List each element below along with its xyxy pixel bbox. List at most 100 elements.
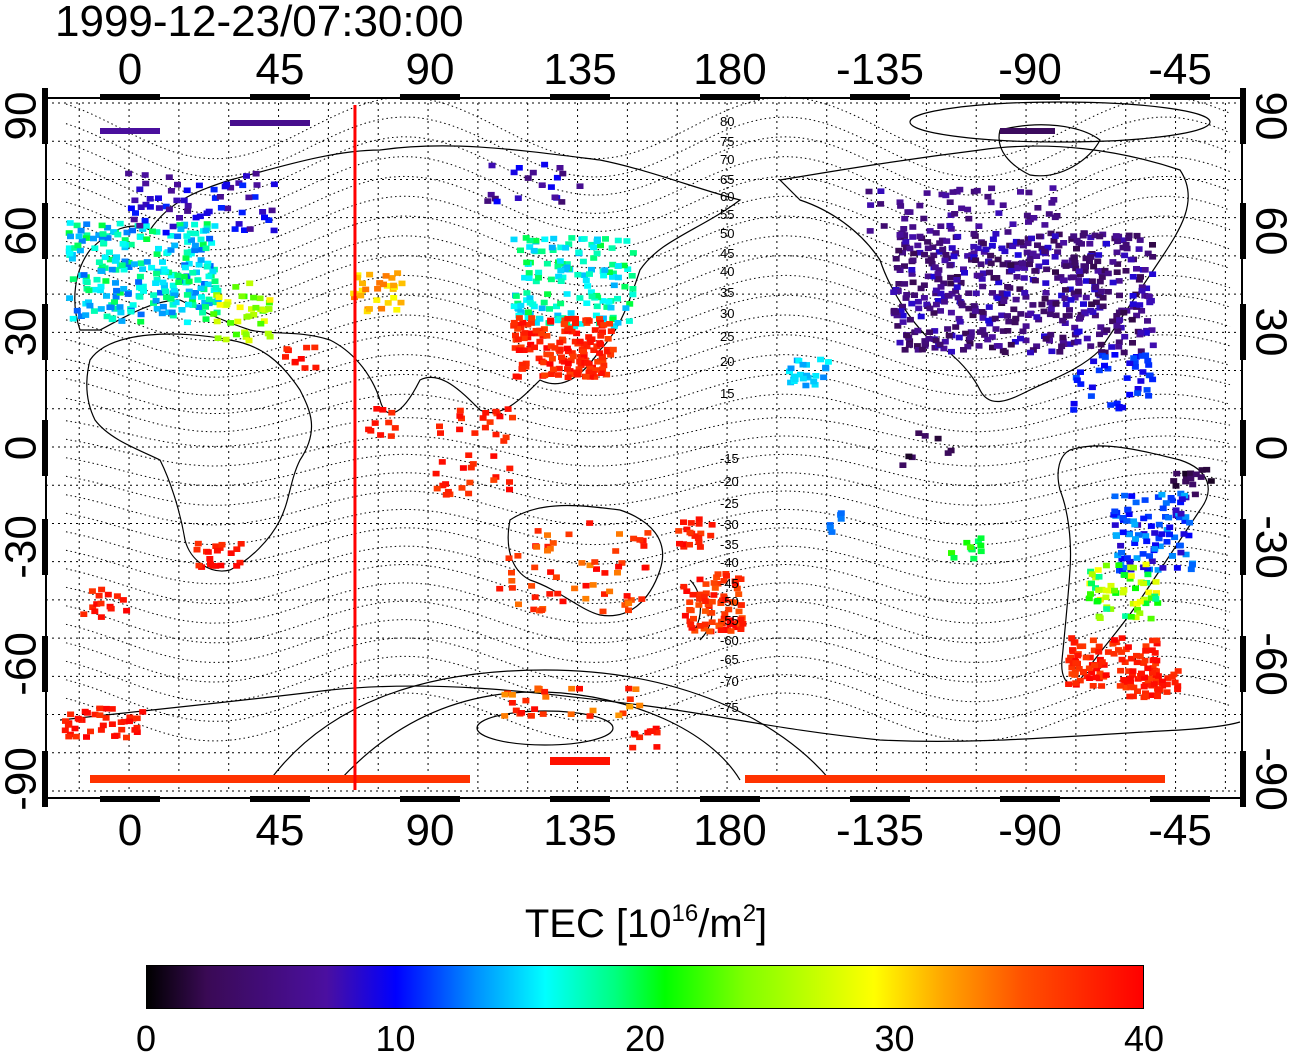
tec-sample: [517, 344, 525, 351]
tec-sample: [137, 260, 145, 266]
tec-sample: [984, 193, 992, 200]
tec-sample: [1087, 254, 1094, 260]
tec-sample: [157, 289, 164, 296]
y-tick-mark: [1240, 751, 1246, 807]
tec-sample: [614, 295, 621, 302]
tec-sample: [169, 223, 177, 230]
tec-sample: [717, 600, 725, 606]
tec-sample: [184, 239, 192, 245]
magnetic-contour: [65, 274, 1231, 324]
tec-sample: [245, 194, 253, 201]
tec-sample: [614, 263, 622, 269]
tec-sample: [1077, 381, 1085, 387]
tec-sample: [165, 206, 173, 213]
tec-sample: [708, 598, 716, 605]
tec-sample: [576, 685, 583, 692]
tec-sample: [720, 578, 728, 584]
tec-sample: [1181, 518, 1189, 524]
tec-sample: [129, 227, 136, 234]
tec-sample: [102, 278, 110, 284]
tec-sample: [1111, 493, 1119, 500]
tec-sample: [953, 284, 961, 290]
tec-sample: [496, 585, 504, 592]
tec-sample: [1159, 565, 1167, 571]
tec-sample: [732, 582, 740, 588]
tec-sample: [594, 359, 602, 365]
x-tick-mark: [250, 94, 310, 100]
tec-sample: [696, 576, 704, 583]
tec-sample: [1114, 328, 1122, 334]
tec-sample: [606, 588, 614, 595]
tec-sample: [1091, 312, 1099, 319]
tec-sample: [1128, 672, 1136, 678]
tec-sample: [952, 324, 960, 330]
contour-label: -15: [720, 451, 739, 466]
tec-sample: [1132, 536, 1139, 542]
tec-sample: [628, 273, 636, 279]
tec-sample: [1129, 274, 1137, 280]
x-tick-mark: [400, 796, 460, 802]
x-tick-mark: [550, 796, 610, 802]
tec-sample: [585, 369, 593, 376]
tec-sample: [1103, 606, 1111, 612]
tec-sample: [85, 299, 92, 305]
tec-sample: [1152, 672, 1160, 678]
tec-sample: [265, 306, 273, 312]
tec-sample: [948, 550, 956, 556]
tec-sample: [127, 308, 135, 315]
tec-sample: [508, 578, 516, 584]
tec-band: [550, 757, 610, 765]
tec-sample: [1171, 679, 1179, 686]
tec-sample: [438, 459, 446, 465]
tec-sample: [1062, 287, 1069, 293]
tec-sample: [616, 531, 623, 537]
tec-sample: [176, 215, 183, 221]
tec-sample: [1114, 552, 1122, 559]
tec-sample: [524, 175, 532, 181]
tec-sample: [615, 563, 623, 570]
tec-sample: [567, 310, 575, 316]
tec-sample: [708, 522, 716, 528]
tec-sample: [602, 236, 609, 242]
tec-sample: [799, 375, 807, 382]
tec-sample: [1102, 562, 1110, 569]
tec-sample: [509, 414, 516, 421]
tec-sample: [522, 235, 530, 241]
tec-sample: [937, 284, 945, 290]
tec-sample: [204, 549, 212, 555]
tec-sample: [522, 360, 530, 367]
tec-sample: [214, 287, 222, 294]
tec-sample: [388, 275, 396, 281]
tec-sample: [198, 294, 205, 300]
tec-sample: [96, 705, 104, 712]
tec-sample: [558, 354, 565, 360]
tec-sample: [550, 235, 558, 242]
tec-sample: [1148, 692, 1156, 698]
tec-sample: [1187, 475, 1195, 482]
tec-sample: [899, 249, 906, 256]
tec-sample: [367, 428, 375, 434]
tec-sample: [1182, 470, 1190, 477]
tec-sample: [1163, 539, 1171, 545]
tec-sample: [1070, 640, 1078, 646]
tec-sample: [1022, 323, 1030, 329]
tec-sample: [113, 254, 121, 260]
tec-sample: [700, 594, 708, 600]
magnetic-contour: [65, 619, 1231, 663]
tec-sample: [104, 235, 112, 241]
tec-band: [230, 120, 310, 126]
tec-sample: [894, 323, 902, 329]
tec-sample: [195, 261, 203, 268]
tec-sample: [189, 293, 197, 300]
tec-sample: [471, 430, 479, 436]
tec-sample: [142, 223, 150, 229]
tec-sample: [970, 555, 978, 562]
tec-sample: [687, 621, 695, 628]
tec-sample: [601, 570, 609, 576]
tec-sample: [1147, 615, 1155, 622]
tec-sample: [737, 626, 745, 632]
tec-sample: [185, 301, 192, 308]
x-tick-bottom: 0: [118, 806, 142, 855]
tec-sample: [192, 214, 200, 221]
